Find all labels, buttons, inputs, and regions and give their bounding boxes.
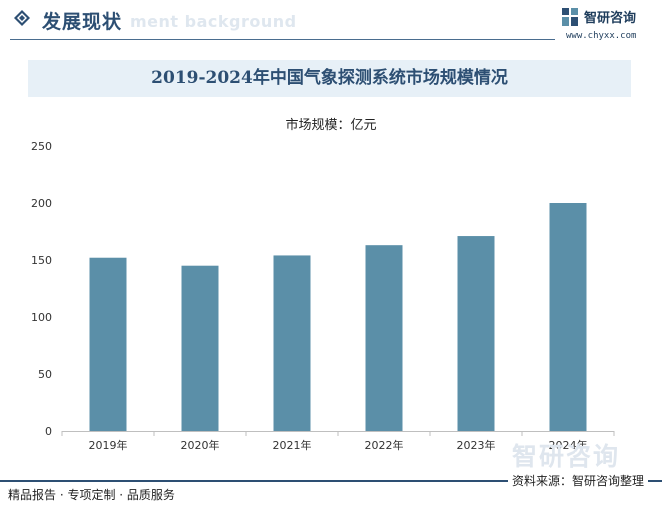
watermark-text: 智研咨询 — [512, 442, 621, 471]
y-tick-label: 200 — [31, 197, 52, 210]
bar — [549, 203, 587, 431]
bar — [365, 245, 403, 431]
brand-logo-icon — [562, 8, 578, 26]
chart-title-band: 2019-2024年中国气象探测系统市场规模情况 — [28, 60, 631, 97]
y-tick-label: 150 — [31, 254, 52, 267]
source-note: 资料来源：智研咨询整理 — [507, 472, 648, 489]
x-tick-label: 2023年 — [457, 438, 496, 452]
header-ghost-text: ment background — [130, 12, 297, 31]
bar — [273, 255, 311, 431]
x-tick-label: 2024年 — [549, 438, 588, 452]
x-tick-label: 2021年 — [273, 438, 312, 452]
footer-tagline: 精品报告 · 专项定制 · 品质服务 — [8, 488, 175, 502]
chart-subtitle: 市场规模：亿元 — [285, 118, 377, 133]
y-tick-label: 250 — [31, 140, 52, 153]
footer-divider — [0, 480, 662, 482]
bar — [457, 236, 495, 431]
header: ment background 发展现状 智研咨询 www.chyxx.com — [0, 0, 662, 44]
section-title: 发展现状 — [42, 11, 123, 33]
bar — [89, 257, 127, 431]
y-tick-label: 0 — [45, 425, 52, 438]
chart-title: 2019-2024年中国气象探测系统市场规模情况 — [151, 68, 508, 88]
x-tick-label: 2020年 — [181, 438, 220, 452]
brand-url: www.chyxx.com — [566, 31, 637, 41]
y-tick-label: 100 — [31, 311, 52, 324]
y-tick-label: 50 — [38, 368, 52, 381]
x-tick-label: 2019年 — [89, 438, 128, 452]
diamond-icon — [14, 10, 30, 26]
header-divider — [10, 39, 555, 40]
x-tick-label: 2022年 — [365, 438, 404, 452]
bar — [181, 265, 219, 431]
brand-name: 智研咨询 — [584, 11, 637, 26]
